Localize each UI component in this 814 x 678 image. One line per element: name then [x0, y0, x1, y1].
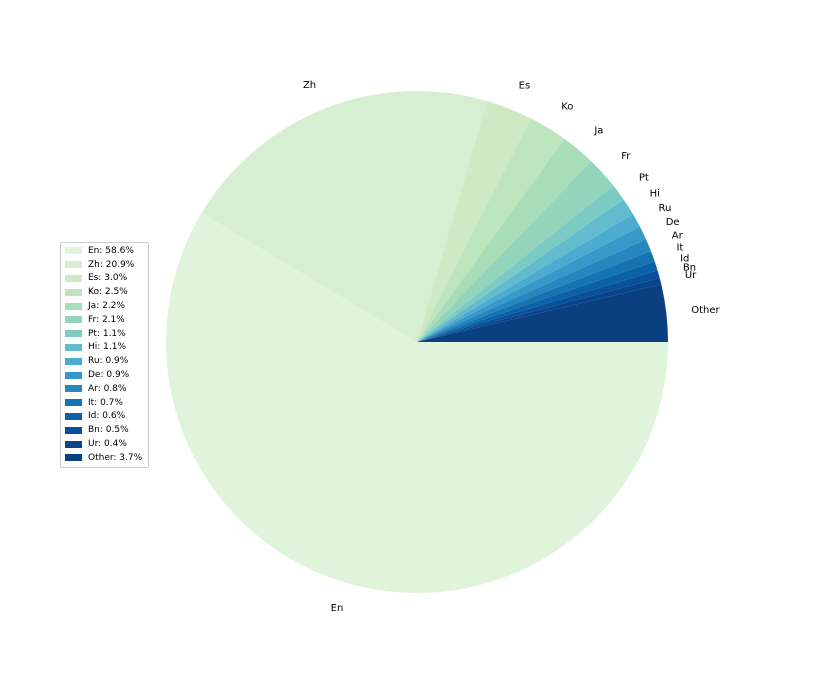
pie-label-en: En: [331, 603, 344, 614]
legend-label: De: 0.9%: [88, 370, 130, 381]
legend-swatch: [65, 343, 82, 351]
legend-label: Pt: 1.1%: [88, 328, 126, 339]
legend-item-ko: Ko: 2.5%: [61, 285, 148, 299]
legend-label: Id: 0.6%: [88, 411, 126, 422]
legend-label: En: 58.6%: [88, 245, 134, 256]
legend: En: 58.6% Zh: 20.9% Es: 3.0% Ko: 2.5% Ja: 2.…: [60, 242, 149, 468]
pie-label-ko: Ko: [561, 102, 573, 113]
legend-label: Ar: 0.8%: [88, 383, 127, 394]
legend-label: Ur: 0.4%: [88, 439, 127, 450]
legend-swatch: [65, 454, 82, 462]
pie-slice-ja: [417, 138, 592, 342]
legend-item-id: Id: 0.6%: [61, 410, 148, 424]
legend-label: Ru: 0.9%: [88, 356, 129, 367]
pie-label-other: Other: [691, 305, 720, 316]
legend-swatch: [65, 288, 82, 296]
legend-label: Bn: 0.5%: [88, 425, 129, 436]
legend-label: Es: 3.0%: [88, 273, 128, 284]
pie-label-ja: Ja: [593, 125, 603, 136]
legend-label: Hi: 1.1%: [88, 342, 127, 353]
legend-swatch: [65, 274, 82, 282]
pie-label-de: De: [666, 217, 680, 228]
pie-label-ru: Ru: [659, 203, 672, 214]
legend-swatch: [65, 412, 82, 420]
pie-label-pt: Pt: [639, 173, 649, 184]
pie-slice-bn: [417, 270, 660, 342]
legend-item-de: De: 0.9%: [61, 368, 148, 382]
legend-swatch: [65, 261, 82, 269]
pie-slice-fr: [417, 161, 614, 342]
legend-item-ja: Ja: 2.2%: [61, 299, 148, 313]
pie-slices: [166, 91, 669, 594]
legend-item-es: Es: 3.0%: [61, 272, 148, 286]
pie-label-fr: Fr: [621, 151, 631, 162]
pie-slice-zh: [201, 91, 488, 342]
legend-item-bn: Bn: 0.5%: [61, 423, 148, 437]
pie-slice-id: [417, 261, 658, 342]
legend-swatch: [65, 302, 82, 310]
legend-swatch: [65, 357, 82, 365]
pie-label-id: Id: [680, 253, 689, 264]
legend-swatch: [65, 247, 82, 255]
legend-label: Fr: 2.1%: [88, 314, 125, 325]
legend-swatch: [65, 399, 82, 407]
pie-label-zh: Zh: [303, 80, 316, 91]
pie-slice-it: [417, 251, 655, 342]
pie-label-ur: Ur: [685, 270, 697, 281]
pie-slice-other: [417, 284, 668, 342]
legend-swatch: [65, 426, 82, 434]
legend-label: Other: 3.7%: [88, 452, 143, 463]
legend-item-ur: Ur: 0.4%: [61, 437, 148, 451]
legend-item-ru: Ru: 0.9%: [61, 354, 148, 368]
legend-label: Ja: 2.2%: [88, 301, 125, 312]
pie-label-es: Es: [519, 80, 531, 91]
pie-label-bn: Bn: [683, 262, 696, 273]
pie-slice-ru: [417, 214, 640, 342]
legend-item-hi: Hi: 1.1%: [61, 341, 148, 355]
legend-item-ar: Ar: 0.8%: [61, 382, 148, 396]
pie-slice-hi: [417, 199, 634, 342]
pie-slice-en: [166, 212, 669, 594]
legend-label: Zh: 20.9%: [88, 259, 135, 270]
legend-item-en: En: 58.6%: [61, 244, 148, 258]
pie-label-it: It: [676, 243, 683, 254]
legend-item-other: Other: 3.7%: [61, 451, 148, 465]
pie-slice-pt: [417, 185, 624, 342]
legend-label: Ko: 2.5%: [88, 287, 128, 298]
legend-swatch: [65, 385, 82, 393]
legend-swatch: [65, 371, 82, 379]
pie-slice-es: [417, 100, 531, 343]
legend-swatch: [65, 440, 82, 448]
legend-item-fr: Fr: 2.1%: [61, 313, 148, 327]
pie-label-hi: Hi: [650, 188, 660, 199]
pie-slice-ur: [417, 278, 662, 342]
pie-slice-ko: [417, 118, 565, 342]
legend-item-zh: Zh: 20.9%: [61, 258, 148, 272]
pie-label-ar: Ar: [672, 231, 684, 242]
legend-label: It: 0.7%: [88, 397, 123, 408]
legend-item-pt: Pt: 1.1%: [61, 327, 148, 341]
legend-swatch: [65, 330, 82, 338]
legend-swatch: [65, 316, 82, 324]
pie-slice-de: [417, 226, 647, 342]
legend-item-it: It: 0.7%: [61, 396, 148, 410]
pie-slice-ar: [417, 239, 651, 342]
